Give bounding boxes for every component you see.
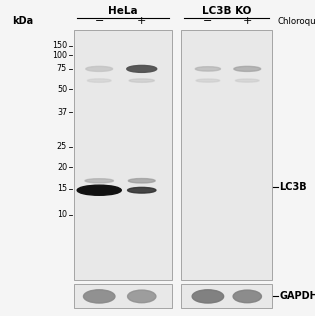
Ellipse shape bbox=[86, 66, 113, 71]
Text: LC3B KO: LC3B KO bbox=[202, 6, 251, 16]
Text: 100: 100 bbox=[52, 51, 67, 60]
Text: 25: 25 bbox=[57, 142, 67, 151]
Ellipse shape bbox=[85, 179, 113, 183]
Text: 20: 20 bbox=[57, 163, 67, 172]
Ellipse shape bbox=[83, 290, 115, 303]
Text: GAPDH: GAPDH bbox=[279, 291, 315, 301]
Text: LC3B: LC3B bbox=[279, 182, 307, 192]
Ellipse shape bbox=[87, 79, 111, 82]
Text: 37: 37 bbox=[57, 108, 67, 117]
Text: 150: 150 bbox=[52, 41, 67, 50]
Ellipse shape bbox=[196, 79, 220, 82]
Ellipse shape bbox=[128, 290, 156, 303]
Ellipse shape bbox=[77, 185, 121, 195]
Ellipse shape bbox=[128, 187, 156, 193]
Text: 15: 15 bbox=[57, 185, 67, 193]
Bar bbox=[181, 284, 272, 308]
Ellipse shape bbox=[129, 79, 154, 82]
Text: 75: 75 bbox=[57, 64, 67, 73]
Ellipse shape bbox=[129, 179, 155, 183]
Text: −: − bbox=[94, 16, 104, 27]
Text: +: + bbox=[243, 16, 252, 27]
Bar bbox=[74, 30, 172, 280]
Text: 50: 50 bbox=[57, 85, 67, 94]
Text: −: − bbox=[203, 16, 213, 27]
Bar bbox=[181, 30, 272, 280]
Text: +: + bbox=[137, 16, 146, 27]
Text: Chloroquine: Chloroquine bbox=[277, 17, 315, 26]
Ellipse shape bbox=[192, 290, 224, 303]
Bar bbox=[74, 284, 172, 308]
Text: kDa: kDa bbox=[13, 16, 34, 27]
Ellipse shape bbox=[236, 79, 259, 82]
Ellipse shape bbox=[234, 66, 261, 71]
Ellipse shape bbox=[233, 290, 261, 303]
Ellipse shape bbox=[127, 65, 157, 72]
Ellipse shape bbox=[195, 67, 220, 71]
Text: 10: 10 bbox=[57, 210, 67, 219]
Text: HeLa: HeLa bbox=[108, 6, 138, 16]
